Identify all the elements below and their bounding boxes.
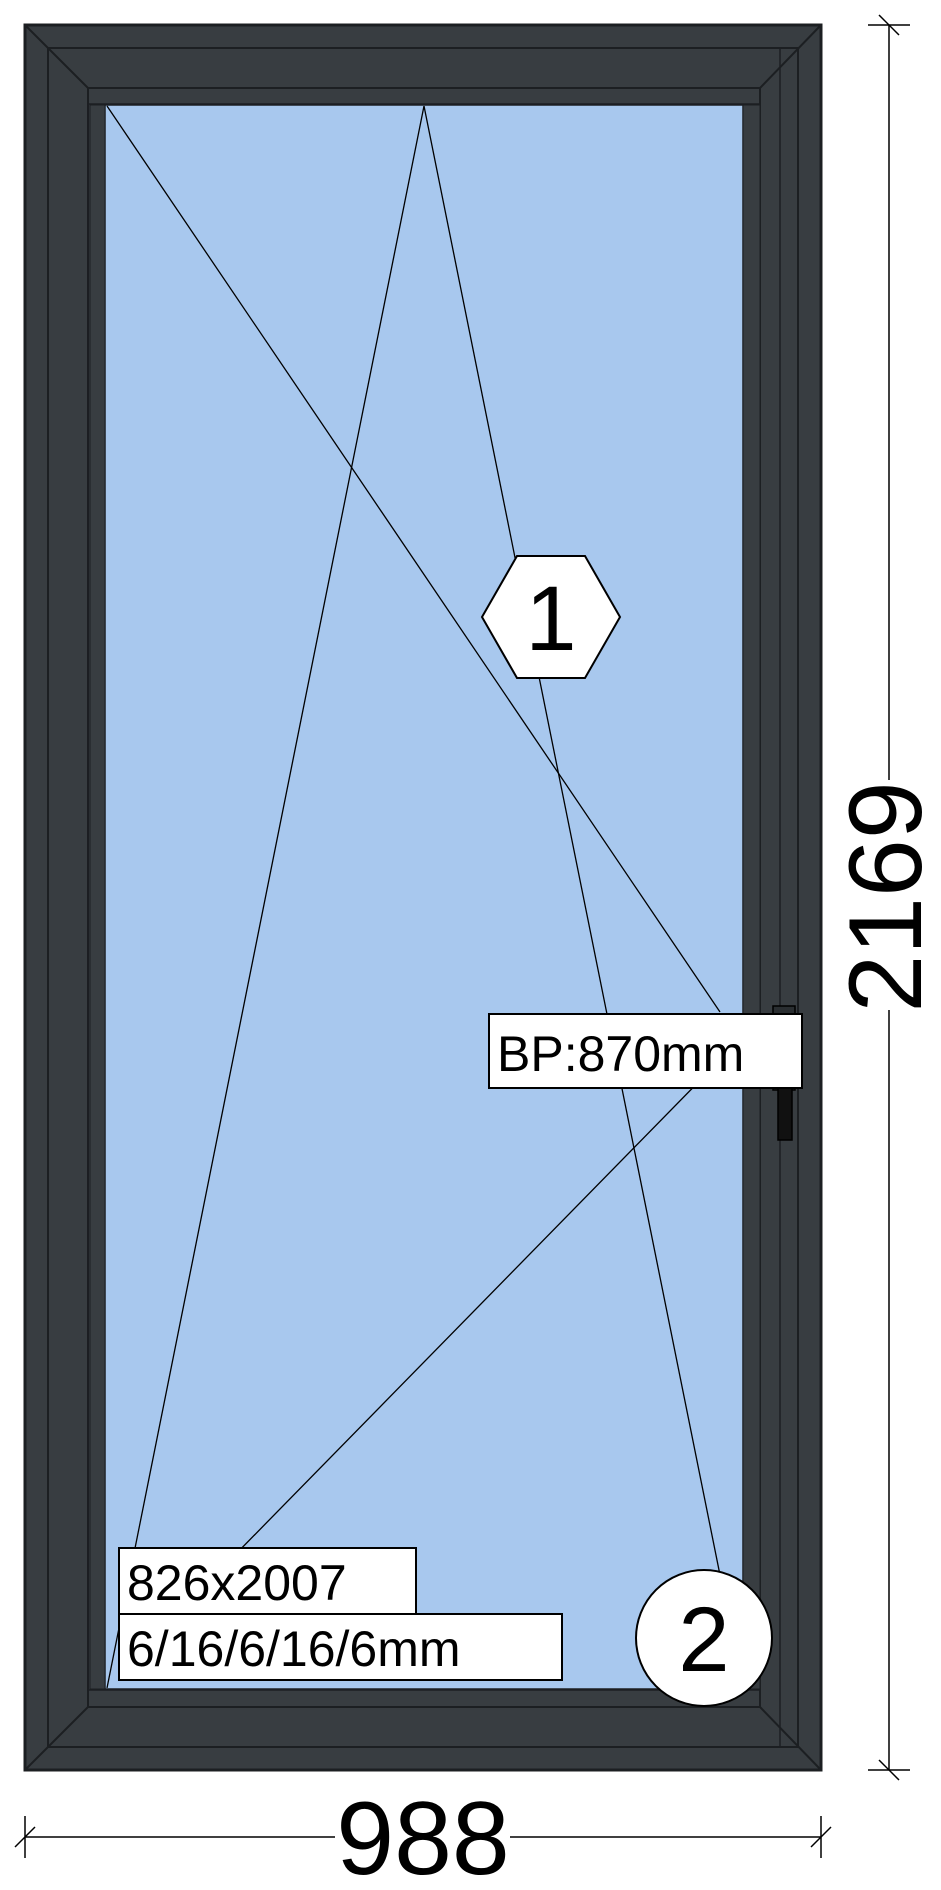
height-dim-arrow-bottom [878,1759,900,1781]
width-dimension-value: 988 [336,1781,510,1890]
opening-indicator-lines [106,105,721,1689]
glass-size-text: 826x2007 [127,1555,347,1611]
height-dim-gap [860,780,920,1010]
handle-height-box [488,1013,803,1089]
sash-marker-circle: 2 [635,1569,773,1707]
glass-spec-text: 6/16/6/16/6mm [127,1621,461,1677]
width-dimension [14,1800,832,1870]
turn-line-top [106,105,721,1013]
glass-spec-box [118,1613,563,1681]
circle-label: 2 [678,1589,729,1691]
height-dim-arrow-top [878,14,900,36]
turn-line-bottom [229,1059,721,1561]
handle-height-label: BP:870mm [488,1013,803,1089]
circle-shape [635,1569,773,1707]
handle-height-text: BP:870mm [497,1026,744,1082]
glass-pane [104,104,744,1690]
frame-miter-tr [759,24,822,89]
hexagon-shape [480,555,622,679]
tilt-line-left [106,105,425,1689]
frame-miter-br [759,1706,822,1771]
frame-miter-tl [24,24,89,89]
width-dim-arrow-right [810,1826,832,1848]
sash-marker-hexagon: 1 [480,555,622,679]
tilt-line-right [423,105,721,1576]
window-frame [23,23,823,1772]
height-dimension [860,14,920,1781]
glass-bead-right [742,104,761,1690]
glass-bead [89,104,106,1690]
frame-miter-bl [24,1706,89,1771]
width-dim-gap [335,1800,510,1870]
hexagon-label: 1 [525,568,576,670]
frame-inner-edge [47,47,799,1748]
width-dim-arrow-left [14,1826,36,1848]
height-dimension-value: 2169 [828,781,941,1012]
glass-labels: 826x2007 6/16/6/16/6mm [118,1547,563,1681]
